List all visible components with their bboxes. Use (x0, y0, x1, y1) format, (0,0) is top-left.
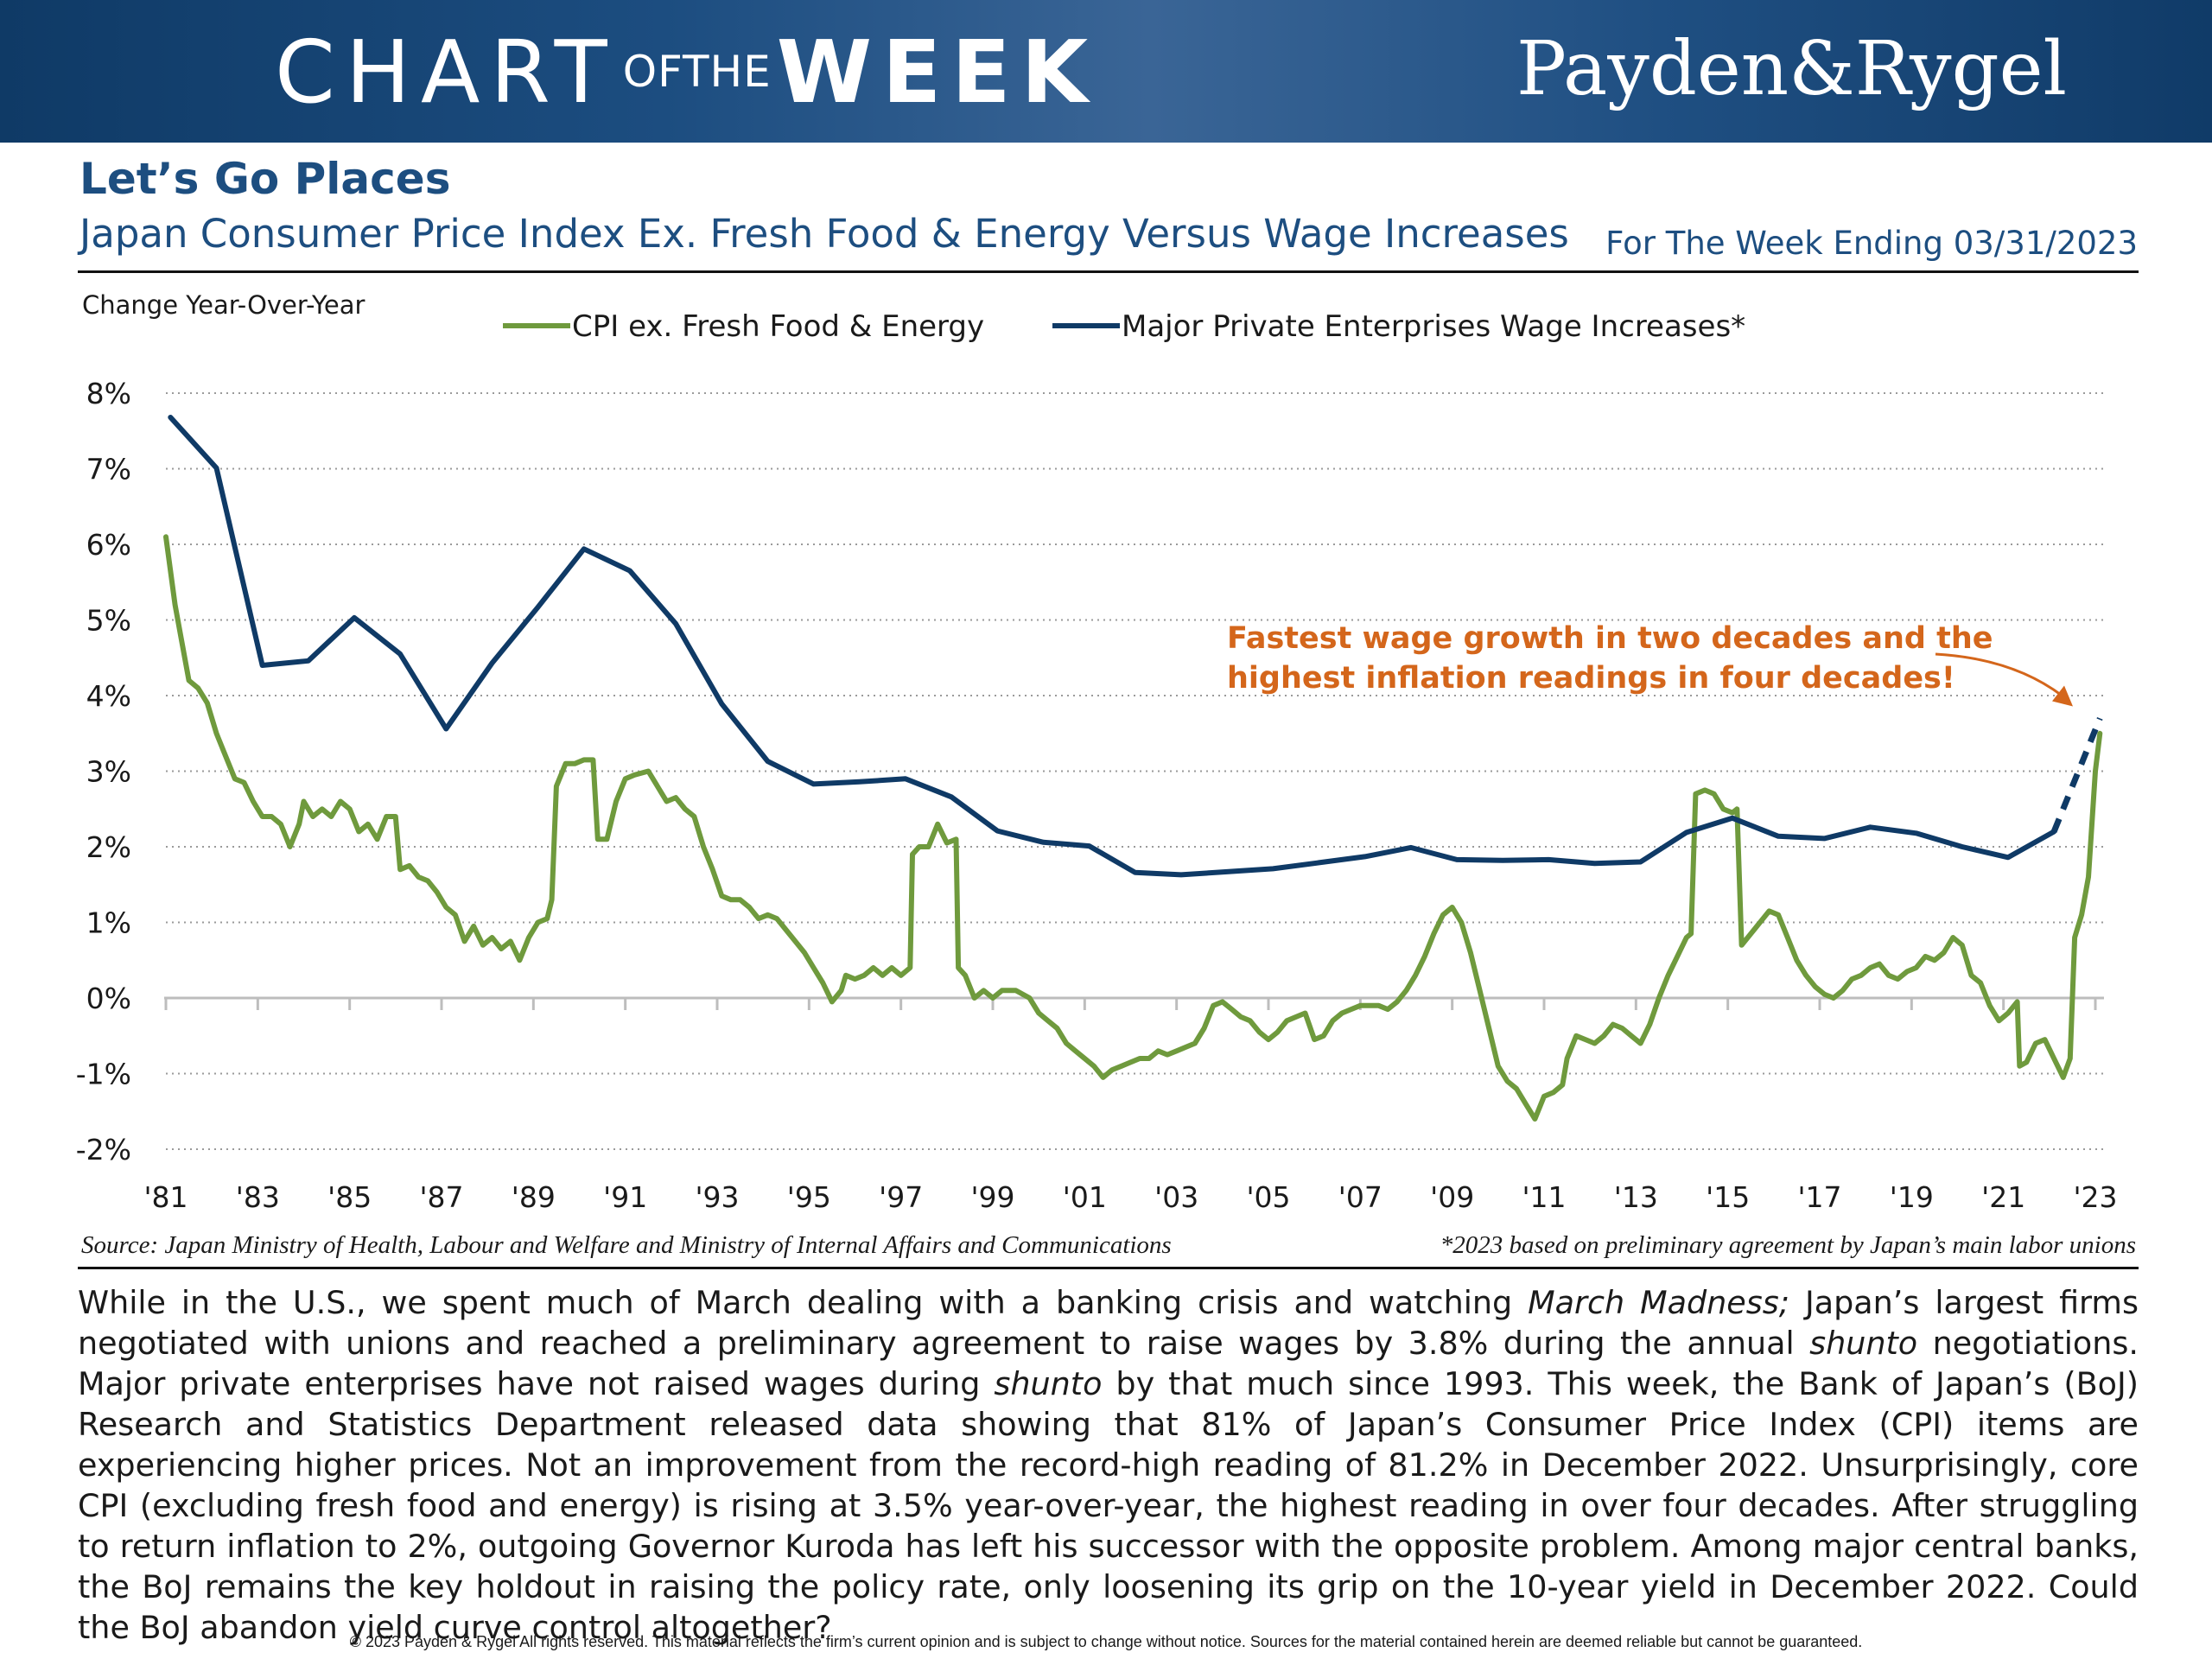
annotation-arrowhead (2052, 685, 2073, 707)
y-tick-label: 8% (86, 377, 131, 410)
x-tick-label: '07 (1338, 1180, 1382, 1214)
y-tick-label: 7% (86, 453, 131, 486)
x-tick-label: '17 (1797, 1180, 1841, 1214)
x-tick-label: '21 (1981, 1180, 2025, 1214)
chart-gridlines (164, 392, 2104, 1150)
x-tick-label: '87 (419, 1180, 463, 1214)
y-tick-label: 0% (86, 982, 131, 1015)
brand-logo: Payden&Rygel (1516, 26, 2068, 112)
source-note: Source: Japan Ministry of Health, Labour… (81, 1231, 1172, 1259)
annotation-line-2: highest inflation readings in four decad… (1227, 661, 1955, 696)
x-tick-label: '91 (603, 1180, 647, 1214)
commentary-text-run: negotiations. Major private enterprises … (78, 1325, 2139, 1402)
x-tick-label: '93 (695, 1180, 739, 1214)
cpi-wage-line-chart: 8% 7% 6% 5% 4% 3% 2% 1% 0% -1% -2% '81 '83 '85 '87 '89… (76, 290, 2118, 1214)
y-tick-label: -2% (76, 1133, 131, 1166)
commentary-paragraph: While in the U.S., we spent much of Marc… (78, 1282, 2139, 1648)
annotation-line-1: Fastest wage growth in two decades and t… (1227, 621, 1993, 656)
legend-label-wage: Major Private Enterprises Wage Increases… (1122, 309, 1745, 344)
y-tick-label: -1% (76, 1058, 131, 1091)
source-divider (78, 1267, 2139, 1269)
series-line-wage (168, 415, 2057, 878)
chart-series-lines (163, 415, 2103, 1122)
x-tick-label: '19 (1890, 1180, 1934, 1214)
commentary-italic-run: shunto (994, 1365, 1103, 1402)
commentary-text-run: While in the U.S., we spent much of Marc… (78, 1284, 1529, 1321)
series-line-cpi (163, 534, 2103, 1122)
page-subtitle: Japan Consumer Price Index Ex. Fresh Foo… (79, 211, 1569, 257)
y-tick-label: 3% (86, 755, 131, 789)
y-tick-label: 6% (86, 528, 131, 562)
y-axis-ticks: 8% 7% 6% 5% 4% 3% 2% 1% 0% -1% -2% (76, 377, 131, 1166)
chart-legend: CPI ex. Fresh Food & Energy Major Privat… (503, 309, 1745, 344)
commentary-italic-run: March Madness; (1528, 1284, 1790, 1321)
y-tick-label: 1% (86, 906, 131, 940)
footnote: *2023 based on preliminary agreement by … (1440, 1231, 2136, 1259)
logo-week-word: WEEK (776, 21, 1099, 123)
x-tick-label: '15 (1706, 1180, 1750, 1214)
x-tick-label: '03 (1154, 1180, 1198, 1214)
x-tick-label: '11 (1522, 1180, 1566, 1214)
chart-of-the-week-logo: CHART OFTHE WEEK (275, 22, 1098, 123)
x-axis: '81 '83 '85 '87 '89 '91 '93 '95 '97 '99 '01 '03 '05 '… (143, 998, 2118, 1214)
x-tick-label: '97 (879, 1180, 923, 1214)
x-tick-label: '09 (1430, 1180, 1474, 1214)
chart-annotation: Fastest wage growth in two decades and t… (1227, 621, 2073, 707)
x-tick-label: '23 (2073, 1180, 2117, 1214)
y-tick-label: 2% (86, 830, 131, 864)
y-axis-label: Change Year-Over-Year (82, 290, 365, 320)
x-tick-label: '13 (1614, 1180, 1658, 1214)
commentary-text-run: Japan’s largest firms negotiated with un… (78, 1284, 2139, 1362)
week-ending-date: For The Week Ending 03/31/2023 (1605, 225, 2138, 262)
title-divider (78, 270, 2139, 273)
x-tick-label: '89 (512, 1180, 556, 1214)
commentary-italic-run: shunto (1809, 1325, 1918, 1362)
x-tick-label: '81 (143, 1180, 188, 1214)
x-tick-label: '01 (1063, 1180, 1107, 1214)
x-tick-label: '83 (236, 1180, 280, 1214)
logo-chart-word: CHART (275, 21, 618, 123)
x-tick-label: '99 (970, 1180, 1014, 1214)
x-tick-label: '95 (787, 1180, 831, 1214)
y-tick-label: 5% (86, 604, 131, 638)
logo-of-the-word: OFTHE (622, 47, 772, 97)
legend-label-cpi: CPI ex. Fresh Food & Energy (572, 309, 984, 344)
y-tick-label: 4% (86, 679, 131, 713)
x-tick-label: '85 (327, 1180, 372, 1214)
header-banner: CHART OFTHE WEEK Payden&Rygel (0, 0, 2212, 143)
page-title: Let’s Go Places (79, 154, 451, 204)
x-tick-label: '05 (1246, 1180, 1290, 1214)
annotation-arrow (1935, 652, 2063, 697)
commentary-text-run: by that much since 1993. This week, the … (78, 1365, 2139, 1646)
series-line-wage-projected (2050, 716, 2103, 833)
copyright-footer: © 2023 Payden & Rygel All rights reserve… (349, 1633, 1863, 1650)
